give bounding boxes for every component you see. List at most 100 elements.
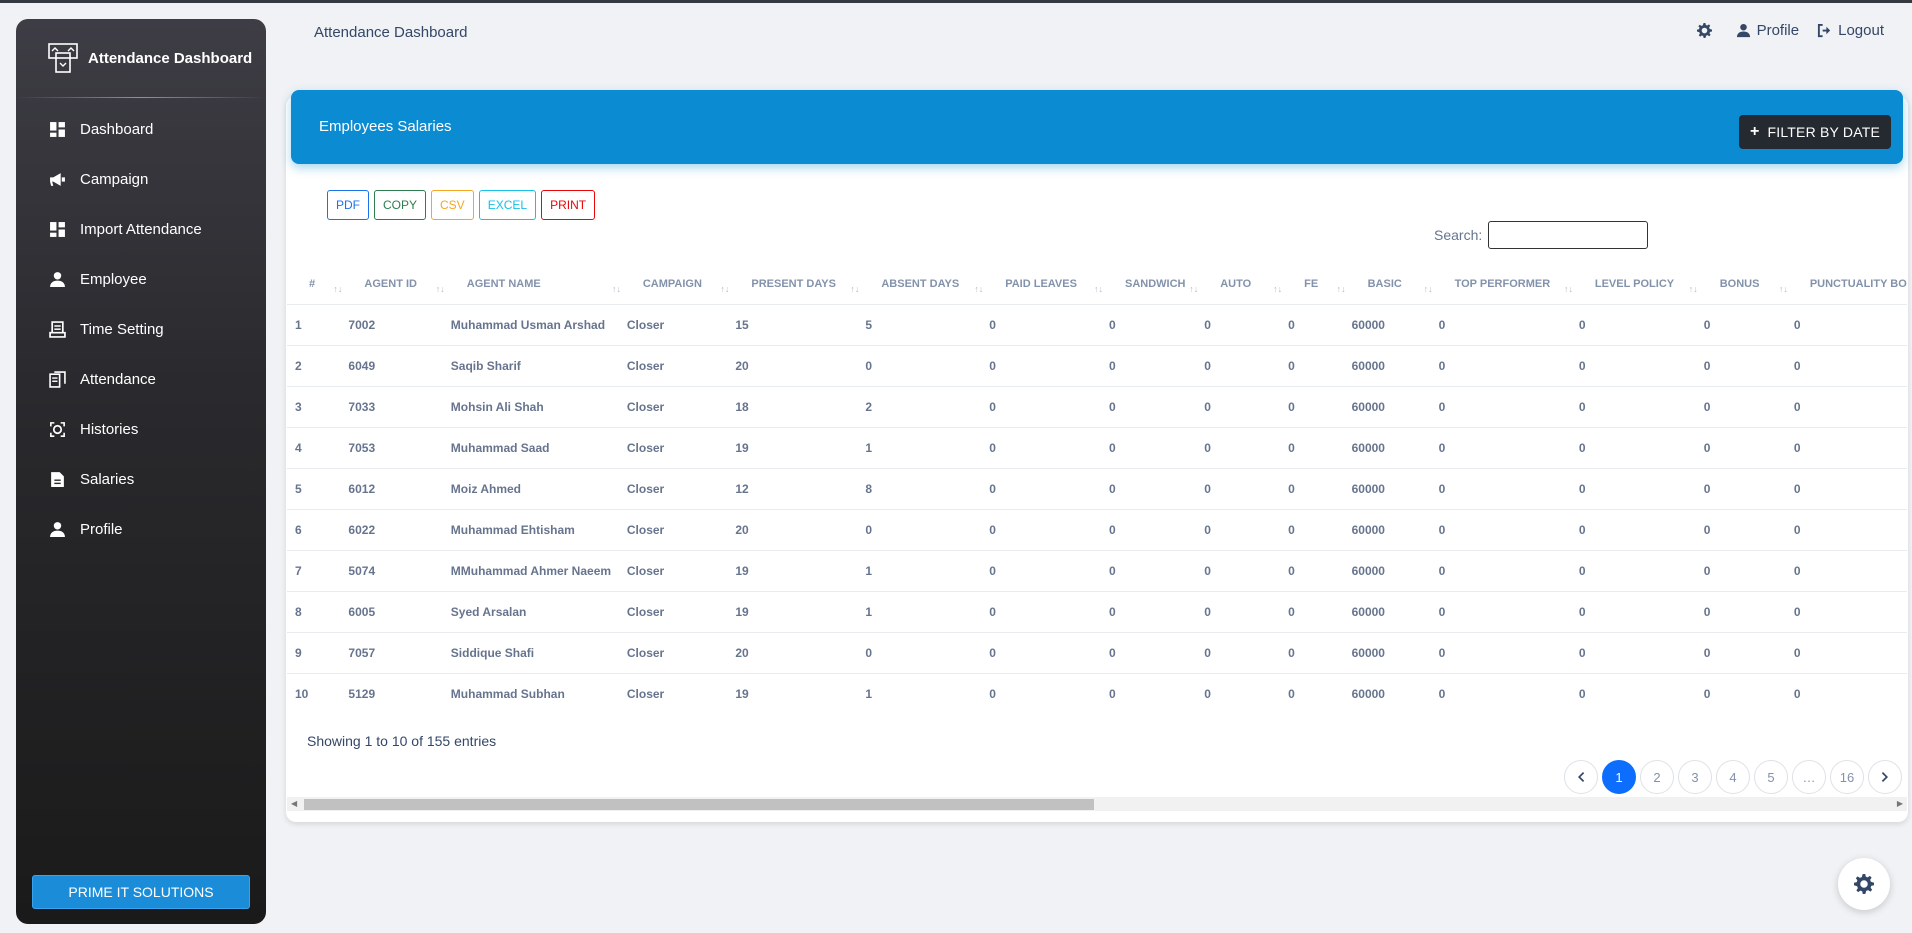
megaphone-icon xyxy=(48,170,66,188)
column-header-label: PAID LEAVES xyxy=(1005,278,1077,290)
sort-icon[interactable]: ↑↓ xyxy=(1189,284,1199,294)
scroll-left-arrow-icon[interactable]: ◀ xyxy=(291,799,298,808)
page-button[interactable]: 16 xyxy=(1830,760,1864,794)
sort-icon[interactable]: ↑↓ xyxy=(1688,284,1698,294)
brand[interactable]: Attendance Dashboard xyxy=(16,19,266,97)
table-row[interactable]: 2 6049 Saqib Sharif Closer 20 0 0 0 0 0 60000 0 0 0 0 xyxy=(287,345,1907,387)
excel-button[interactable]: EXCEL xyxy=(478,190,537,220)
sort-icon[interactable]: ↑↓ xyxy=(1273,284,1283,294)
sidebar-item-import-attendance[interactable]: Import Attendance xyxy=(16,204,266,254)
page-button[interactable]: 1 xyxy=(1602,760,1636,794)
sidebar-item-profile[interactable]: Profile xyxy=(16,504,266,554)
previous-page-button[interactable] xyxy=(1564,760,1598,794)
table-cell: 0 xyxy=(989,345,1109,387)
table-row[interactable]: 3 7033 Mohsin Ali Shah Closer 18 2 0 0 0 0 60000 0 0… xyxy=(287,386,1907,428)
column-header-label: BASIC xyxy=(1367,278,1402,290)
column-header[interactable]: BONUS ↑↓ xyxy=(1703,264,1794,305)
column-header[interactable]: # ↑↓ xyxy=(287,264,349,305)
sort-icon[interactable]: ↑↓ xyxy=(974,284,984,294)
profile-label: Profile xyxy=(1756,22,1800,39)
table-row[interactable]: 7 5074 MMuhammad Ahmer Naeem Closer 19 1 0 0 0 0 6… xyxy=(287,550,1907,592)
column-header[interactable]: AGENT ID ↑↓ xyxy=(348,264,451,305)
sidebar-item-histories[interactable]: Histories xyxy=(16,404,266,454)
column-header[interactable]: AUTO ↑↓ xyxy=(1204,264,1289,305)
table-row[interactable]: 4 7053 Muhammad Saad Closer 19 1 0 0 0 0 60000 0 0 0 0 xyxy=(287,427,1907,469)
profile-link[interactable]: Profile xyxy=(1736,22,1800,39)
column-header[interactable]: FE ↑↓ xyxy=(1288,264,1352,305)
pdf-button[interactable]: PDF xyxy=(327,190,369,220)
settings-button[interactable] xyxy=(1696,23,1718,38)
column-header[interactable]: PRESENT DAYS ↑↓ xyxy=(735,264,866,305)
sort-icon[interactable]: ↑↓ xyxy=(1093,284,1103,294)
column-header[interactable]: PAID LEAVES ↑↓ xyxy=(989,264,1109,305)
sort-icon[interactable]: ↑↓ xyxy=(1423,284,1433,294)
column-header[interactable]: AGENT NAME ↑↓ xyxy=(450,264,627,305)
logout-link[interactable]: Logout xyxy=(1817,22,1884,39)
page-button[interactable]: 5 xyxy=(1754,760,1788,794)
sidebar-item-time-setting[interactable]: Time Setting xyxy=(16,304,266,354)
column-header[interactable]: CAMPAIGN ↑↓ xyxy=(626,264,736,305)
copy-button[interactable]: COPY xyxy=(374,190,427,220)
table-row[interactable]: 5 6012 Moiz Ahmed Closer 12 8 0 0 0 0 60000 0 0 0 0 xyxy=(287,468,1907,510)
table-cell: Closer xyxy=(626,550,736,592)
next-page-button[interactable] xyxy=(1868,760,1902,794)
table-row[interactable]: 6 6022 Muhammad Ehtisham Closer 20 0 0 0 0 0 60000… xyxy=(287,509,1907,551)
page-button[interactable]: 3 xyxy=(1678,760,1712,794)
sidebar-item-salaries[interactable]: Salaries xyxy=(16,454,266,504)
page-button[interactable]: … xyxy=(1792,760,1826,794)
sort-icon[interactable]: ↑↓ xyxy=(435,284,445,294)
table-cell: 0 xyxy=(1578,550,1704,592)
user-icon xyxy=(48,270,66,288)
sidebar-divider xyxy=(16,97,266,98)
table-cell: 0 xyxy=(1703,550,1794,592)
table-cell: 5074 xyxy=(348,550,451,592)
page-button[interactable]: 4 xyxy=(1716,760,1750,794)
sidebar-item-campaign[interactable]: Campaign xyxy=(16,154,266,204)
table-row[interactable]: 9 7057 Siddique Shafi Closer 20 0 0 0 0 0 60000 0 0 0… xyxy=(287,632,1907,674)
prime-it-solutions-button[interactable]: PRIME IT SOLUTIONS xyxy=(32,875,250,909)
table-row[interactable]: 8 6005 Syed Arsalan Closer 19 1 0 0 0 0 60000 0 0 0 0 xyxy=(287,591,1907,633)
table-cell: 0 xyxy=(1288,550,1352,592)
sort-icon[interactable]: ↑↓ xyxy=(1336,284,1346,294)
table-cell: 0 xyxy=(1108,468,1205,510)
filter-by-date-button[interactable]: + FILTER BY DATE xyxy=(1739,115,1891,149)
column-header[interactable]: TOP PERFORMER ↑↓ xyxy=(1438,264,1579,305)
column-header[interactable]: SANDWICH ↑↓ xyxy=(1108,264,1205,305)
column-header[interactable]: ABSENT DAYS ↑↓ xyxy=(865,264,990,305)
scrollbar-thumb[interactable] xyxy=(304,799,1094,810)
sidebar-item-attendance[interactable]: Attendance xyxy=(16,354,266,404)
table-cell: 0 xyxy=(1288,509,1352,551)
scroll-right-arrow-icon[interactable]: ▶ xyxy=(1896,799,1903,808)
page-button[interactable]: 2 xyxy=(1640,760,1674,794)
card-header: Employees Salaries + FILTER BY DATE xyxy=(291,90,1903,164)
table-cell: 20 xyxy=(735,632,866,674)
sidebar-item-dashboard[interactable]: Dashboard xyxy=(16,104,266,154)
copy-icon xyxy=(48,370,66,388)
search-input[interactable] xyxy=(1488,221,1649,249)
table-row[interactable]: 1 7002 Muhammad Usman Arshad Closer 15 5 0 0 0 0 6… xyxy=(287,304,1907,346)
table-header-row: # ↑↓ AGENT ID ↑↓ AGENT NAME ↑↓ CAMPAIGN ↑↓ PRESE… xyxy=(287,264,1907,305)
sort-icon[interactable]: ↑↓ xyxy=(1778,284,1788,294)
horizontal-scrollbar[interactable]: ◀ ▶ xyxy=(287,797,1907,811)
table-cell: 0 xyxy=(1204,591,1289,633)
table-cell: 0 xyxy=(1438,632,1579,674)
column-header[interactable]: BASIC ↑↓ xyxy=(1351,264,1439,305)
table-row[interactable]: 10 5129 Muhammad Subhan Closer 19 1 0 0 0 0 60000 0… xyxy=(287,673,1907,704)
sort-icon[interactable]: ↑↓ xyxy=(1563,284,1573,294)
table-cell: 0 xyxy=(1793,304,1907,346)
sort-icon[interactable]: ↑↓ xyxy=(611,284,621,294)
sidebar-item-employee[interactable]: Employee xyxy=(16,254,266,304)
csv-button[interactable]: CSV xyxy=(431,190,474,220)
header-actions: Profile Logout xyxy=(1679,22,1884,39)
print-button[interactable]: PRINT xyxy=(541,190,596,220)
sort-icon[interactable]: ↑↓ xyxy=(850,284,860,294)
table-cell: 60000 xyxy=(1351,550,1439,592)
table-cell: 0 xyxy=(1703,673,1794,704)
sort-icon[interactable]: ↑↓ xyxy=(333,284,343,294)
sort-icon[interactable]: ↑↓ xyxy=(720,284,730,294)
table-cell: Closer xyxy=(626,386,736,428)
column-header[interactable]: PUNCTUALITY BONUS xyxy=(1793,264,1907,305)
settings-fab-button[interactable] xyxy=(1838,858,1890,910)
table-cell: Mohsin Ali Shah xyxy=(450,386,627,428)
column-header[interactable]: LEVEL POLICY ↑↓ xyxy=(1578,264,1704,305)
